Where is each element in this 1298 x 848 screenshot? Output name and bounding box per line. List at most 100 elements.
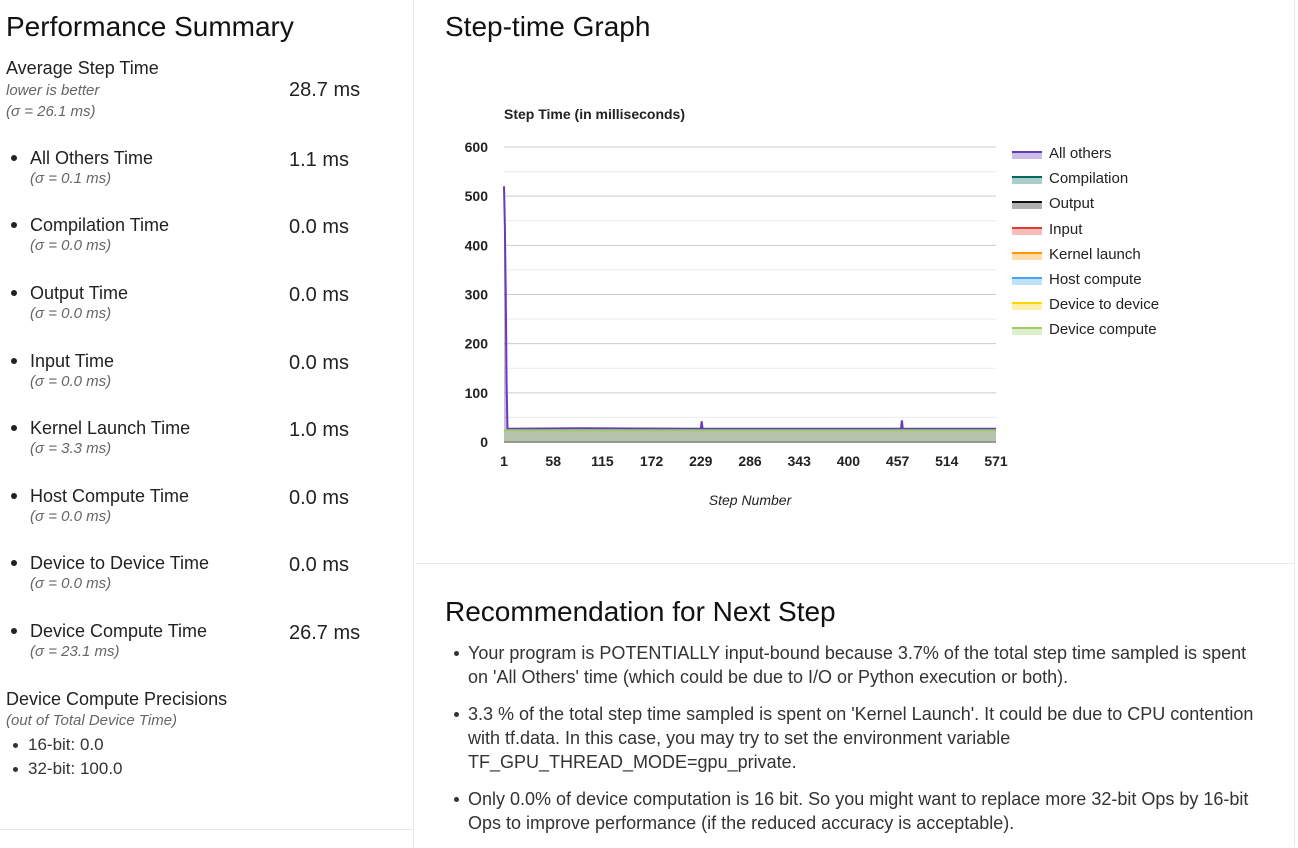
y-tick-label: 200 (465, 336, 489, 352)
bullet (11, 155, 17, 161)
y-tick-label: 300 (465, 287, 489, 303)
bullet (11, 493, 17, 499)
metric-device-compute: Device Compute Time (σ = 23.1 ms) 26.7 m… (11, 621, 410, 671)
metric-sigma: (σ = 0.0 ms) (30, 305, 112, 322)
bullet (11, 222, 17, 228)
metric-all-others: All Others Time (σ = 0.1 ms) 1.1 ms (11, 148, 410, 198)
x-tick-label: 1 (500, 453, 508, 469)
average-step-time-label: Average Step Time (6, 58, 159, 78)
precisions-title: Device Compute Precisions (6, 689, 228, 709)
metric-value: 1.1 ms (289, 149, 350, 171)
metric-label: Input Time (30, 351, 115, 371)
average-step-time-note: lower is better (6, 82, 100, 99)
metric-sigma: (σ = 0.0 ms) (30, 508, 112, 525)
legend-label: Device to device (1049, 296, 1160, 314)
metric-sigma: (σ = 0.0 ms) (30, 237, 112, 254)
legend-item: All others (1012, 145, 1212, 170)
legend-item: Device to device (1012, 296, 1212, 321)
metric-label: Output Time (30, 283, 129, 303)
recommendation-text: Only 0.0% of device computation is 16 bi… (468, 789, 1249, 833)
legend-label: Device compute (1049, 321, 1157, 339)
metric-label: Kernel Launch Time (30, 418, 191, 438)
metric-label: Device Compute Time (30, 621, 208, 641)
metric-input: Input Time (σ = 0.0 ms) 0.0 ms (11, 351, 410, 401)
x-tick-label: 514 (935, 453, 959, 469)
precision-text: 32-bit: 100.0 (28, 759, 123, 778)
legend-item: Kernel launch (1012, 246, 1212, 271)
x-tick-label: 571 (984, 453, 1008, 469)
x-axis-label: Step Number (709, 492, 793, 508)
divider (416, 563, 1294, 564)
bullet (13, 743, 18, 748)
metric-value: 0.0 ms (289, 284, 350, 306)
average-step-time-value: 28.7 ms (289, 79, 361, 101)
legend-swatch (1012, 327, 1042, 336)
bullet (11, 425, 17, 431)
metric-label: Device to Device Time (30, 553, 210, 573)
bullet (11, 358, 17, 364)
legend-swatch (1012, 151, 1042, 159)
metric-sigma: (σ = 0.0 ms) (30, 373, 112, 390)
legend-swatch (1012, 201, 1042, 210)
x-tick-label: 457 (886, 453, 910, 469)
chart-gridlines (504, 146, 996, 443)
y-tick-label: 500 (465, 188, 489, 204)
x-tick-label: 115 (591, 453, 614, 469)
y-axis-ticks: 0 100 200 300 400 500 600 (465, 139, 489, 450)
x-tick-label: 58 (545, 453, 561, 469)
legend-item: Device compute (1012, 321, 1212, 346)
recommendation-title: Recommendation for Next Step (445, 596, 836, 627)
average-step-time: Average Step Time lower is better (σ = 2… (6, 58, 406, 122)
chart-title: Step Time (in milliseconds) (504, 106, 685, 122)
x-tick-label: 343 (788, 453, 812, 469)
bullet (454, 651, 459, 656)
metric-value: 0.0 ms (289, 352, 350, 374)
y-tick-label: 400 (465, 237, 489, 253)
bullet (11, 560, 17, 566)
series-area (504, 430, 996, 442)
metric-value: 26.7 ms (289, 622, 361, 644)
metric-sigma: (σ = 0.0 ms) (30, 575, 112, 592)
divider (0, 829, 414, 830)
step-time-graph-title: Step-time Graph (445, 11, 651, 42)
metric-kernel-launch: Kernel Launch Time (σ = 3.3 ms) 1.0 ms (11, 418, 410, 468)
legend-item: Compilation (1012, 170, 1212, 195)
legend-label: Input (1049, 220, 1083, 238)
metric-sigma: (σ = 0.1 ms) (30, 170, 112, 187)
x-axis-ticks: 1 58 115 172 229 286 343 400 457 514 571 (500, 453, 1008, 469)
metric-value: 0.0 ms (289, 487, 350, 509)
y-tick-label: 0 (480, 434, 488, 450)
metric-compilation: Compilation Time (σ = 0.0 ms) 0.0 ms (11, 215, 410, 265)
precision-item: 16-bit: 0.0 (6, 733, 406, 757)
step-time-chart: Step Time (in milliseconds) 0 100 200 300 40… (465, 106, 1008, 508)
legend-swatch (1012, 276, 1042, 285)
chart-legend: All others Compilation Output Input Kernel l… (1012, 145, 1212, 347)
legend-swatch (1012, 251, 1042, 260)
metric-host-compute: Host Compute Time (σ = 0.0 ms) 0.0 ms (11, 486, 410, 536)
chart-series (503, 186, 996, 442)
x-tick-label: 229 (689, 453, 713, 469)
legend-label: Kernel launch (1049, 245, 1141, 263)
average-step-time-sigma: (σ = 26.1 ms) (6, 103, 96, 120)
device-compute-precisions: Device Compute Precisions (out of Total … (6, 689, 406, 781)
performance-summary-panel: Performance Summary Average Step Time lo… (0, 0, 414, 847)
metric-output: Output Time (σ = 0.0 ms) 0.0 ms (11, 283, 410, 333)
metric-label: All Others Time (30, 148, 154, 168)
recommendation-item: 3.3 % of the total step time sampled is … (454, 702, 1268, 774)
legend-label: Output (1049, 195, 1095, 213)
legend-item: Host compute (1012, 271, 1212, 296)
recommendation-item: Your program is POTENTIALLY input-bound … (454, 641, 1268, 689)
legend-item: Output (1012, 195, 1212, 220)
recommendation-text: Your program is POTENTIALLY input-bound … (468, 643, 1247, 687)
metric-device-to-device: Device to Device Time (σ = 0.0 ms) 0.0 m… (11, 553, 410, 603)
bullet (11, 290, 17, 296)
metric-value: 1.0 ms (289, 419, 350, 441)
metric-sigma: (σ = 3.3 ms) (30, 440, 112, 457)
precisions-note: (out of Total Device Time) (6, 712, 178, 729)
metric-value: 0.0 ms (289, 554, 350, 576)
recommendation-item: Only 0.0% of device computation is 16 bi… (454, 787, 1268, 835)
legend-label: Compilation (1049, 170, 1129, 188)
metric-value: 0.0 ms (289, 216, 350, 238)
series-line (503, 186, 996, 430)
series-area (504, 186, 996, 442)
